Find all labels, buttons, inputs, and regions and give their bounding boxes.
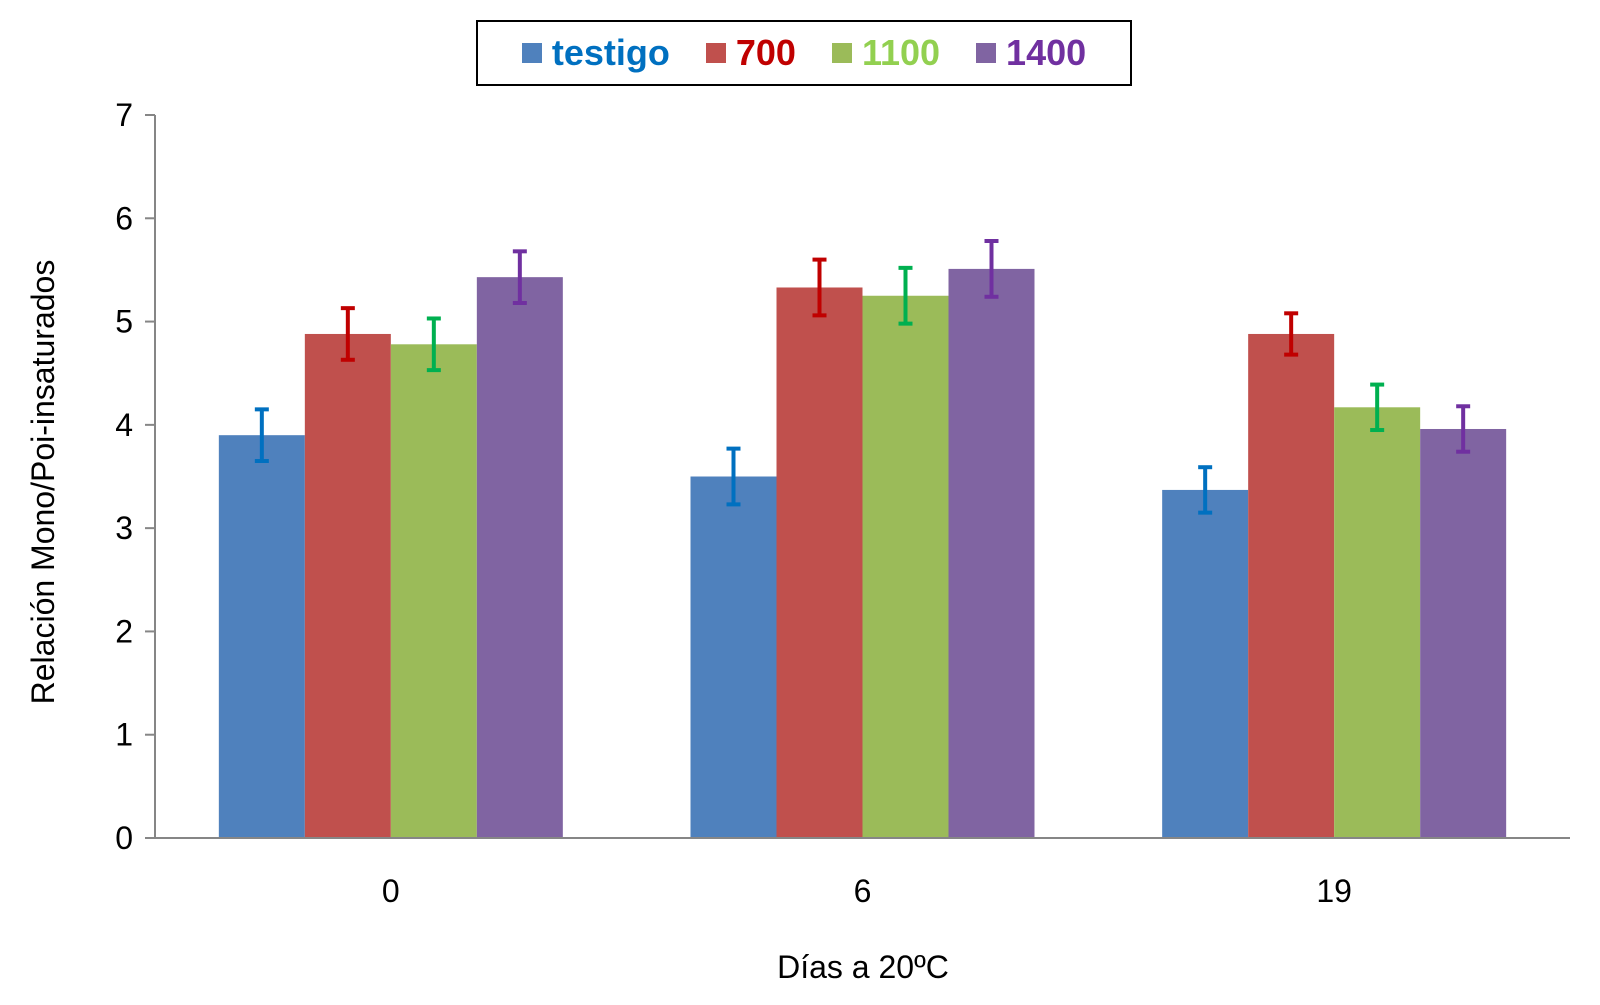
error-bar-testigo-6: [726, 446, 741, 507]
legend-label-700: 700: [735, 32, 796, 73]
error-bar-1400-19: [1456, 404, 1471, 454]
bar-1400-6: [948, 268, 1035, 838]
legend-item-700: 700: [705, 32, 796, 74]
bar-1100-0: [390, 344, 477, 838]
legend-label-testigo: testigo: [551, 32, 670, 73]
y-tick-label: 2: [115, 613, 133, 649]
legend-label-1400: 1400: [1006, 32, 1087, 73]
legend-swatch-700: [705, 43, 726, 63]
bar-1400-0: [476, 277, 563, 838]
x-axis-title: Días a 20ºC: [777, 949, 949, 985]
legend-item-testigo: testigo: [521, 32, 670, 74]
y-tick-label: 4: [115, 407, 133, 443]
bar-1100-6: [862, 295, 949, 838]
error-bar-700-19: [1284, 311, 1299, 357]
legend-label-1100: 1100: [861, 32, 941, 73]
bar-700-6: [776, 287, 863, 838]
y-axis-title: Relación Mono/Poi-insaturados: [25, 260, 61, 705]
legend: testigo 700 1100 1400: [476, 20, 1132, 86]
legend-swatch-1100: [831, 43, 852, 63]
error-bar-testigo-0: [254, 407, 269, 464]
bar-1100-19: [1334, 407, 1421, 838]
bar-testigo-6: [690, 476, 777, 838]
bar-1400-19: [1420, 428, 1507, 838]
y-tick-label: 7: [115, 97, 133, 133]
legend-item-1100: 1100: [831, 32, 941, 74]
y-tick-label: 3: [115, 510, 133, 546]
error-bar-700-0: [340, 306, 355, 362]
y-tick-label: 6: [115, 200, 133, 236]
error-bar-1400-6: [984, 239, 999, 299]
error-bar-1400-0: [512, 249, 527, 305]
legend-swatch-1400: [976, 43, 997, 63]
bar-testigo-19: [1162, 489, 1249, 838]
x-tick-label: 19: [1316, 873, 1352, 909]
legend-item-1400: 1400: [976, 32, 1086, 74]
y-tick-label: 1: [115, 717, 133, 753]
bar-testigo-0: [218, 435, 305, 838]
error-bar-1100-0: [426, 316, 441, 373]
legend-swatch-testigo: [521, 43, 542, 63]
error-bar-1100-19: [1370, 382, 1385, 433]
y-tick-label: 5: [115, 304, 133, 340]
error-bar-1100-6: [898, 265, 913, 326]
x-tick-label: 0: [382, 873, 400, 909]
x-tick-label: 6: [854, 873, 872, 909]
y-tick-label: 0: [115, 820, 133, 856]
error-bar-700-6: [812, 257, 827, 318]
axes-layer: 0 6 19 0 1 2 3 4 5 6 7: [115, 97, 1570, 909]
bar-700-0: [304, 333, 391, 838]
error-bar-testigo-19: [1198, 465, 1213, 515]
bars-layer: [218, 268, 1507, 838]
error-bars-layer: [254, 239, 1471, 515]
bar-700-19: [1248, 333, 1335, 838]
